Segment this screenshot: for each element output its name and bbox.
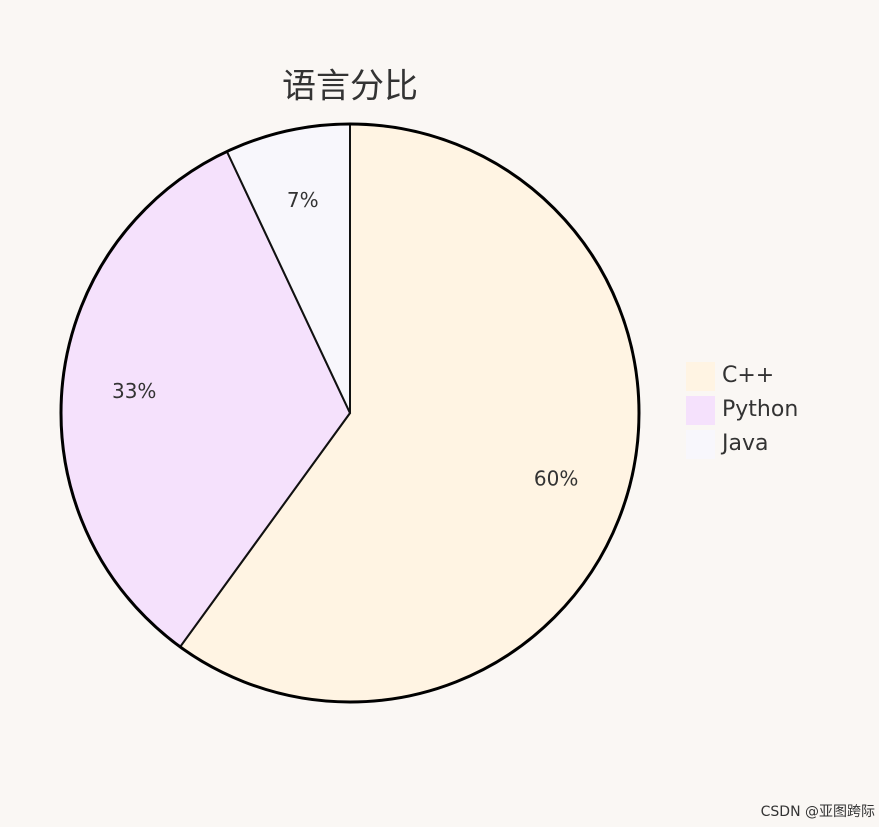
legend-swatch xyxy=(686,396,715,425)
legend-swatch xyxy=(686,362,715,391)
watermark: CSDN @亚图跨际 xyxy=(761,804,875,820)
legend-swatch xyxy=(686,430,715,459)
legend-label: C++ xyxy=(722,363,774,388)
slice-label: 33% xyxy=(112,379,156,403)
pie-outline xyxy=(59,122,641,704)
chart-title: 语言分比 xyxy=(282,67,418,107)
legend-label: Java xyxy=(720,431,768,456)
slice-label: 7% xyxy=(287,188,319,212)
slice-label: 60% xyxy=(534,466,578,490)
legend-label: Python xyxy=(722,397,798,422)
